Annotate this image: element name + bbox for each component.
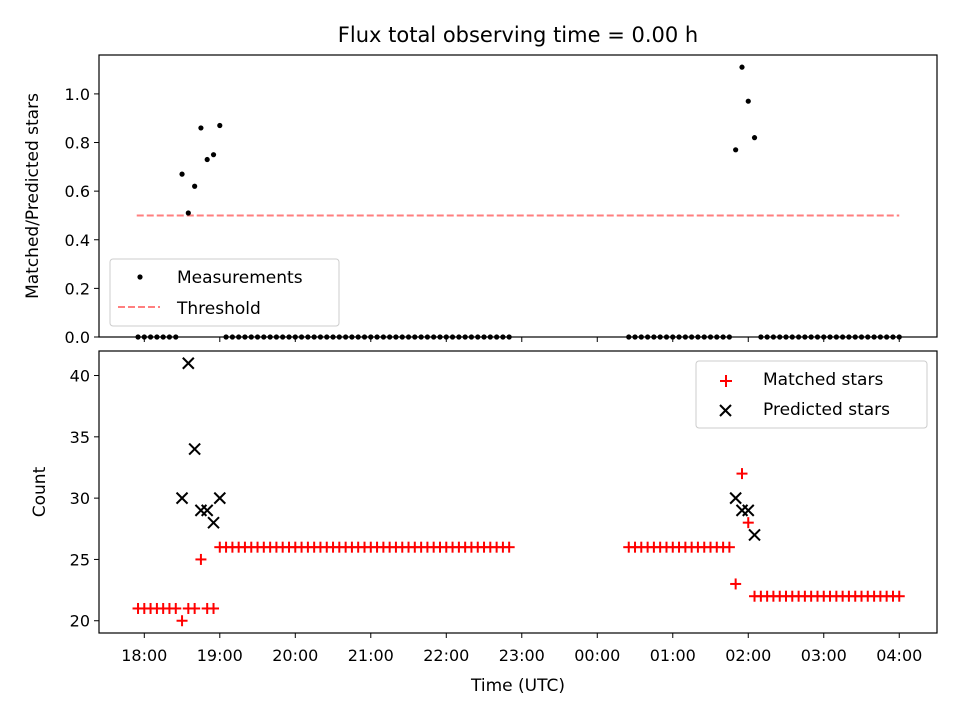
bottom-axis-ticks: 20 25 30 35 40 18:00 19:00 20:00 21:00 22:00 23:00… (70, 367, 923, 665)
top-legend-box (109, 258, 340, 327)
bottom-y-tick-label: 35 (70, 428, 90, 447)
x-tick-label: 22:00 (423, 646, 469, 665)
x-tick-label: 18:00 (121, 646, 167, 665)
bottom-plot-frame (98, 350, 938, 634)
bottom-y-tick-label: 25 (70, 550, 90, 569)
matched-stars-points (132, 468, 905, 627)
matched-star-marker (176, 615, 188, 627)
measurement-point (751, 135, 758, 141)
top-panel: 0.0 0.2 0.4 0.6 0.8 1.0 Matched/Predicted sta… (23, 54, 938, 347)
matched-star-marker (208, 602, 220, 614)
predicted-star-marker (213, 491, 226, 505)
legend-matched-marker (720, 375, 732, 387)
x-tick-label: 03:00 (801, 646, 847, 665)
top-axis-ticks: 0.0 0.2 0.4 0.6 0.8 1.0 (65, 85, 900, 347)
matched-star-marker (723, 541, 735, 553)
x-axis-label: Time (UTC) (470, 676, 565, 696)
predicted-star-stroke-b (207, 516, 220, 529)
measurement-point (739, 64, 745, 70)
top-y-tick-label: 0.4 (65, 231, 90, 250)
bottom-y-tick-label: 20 (70, 612, 90, 631)
predicted-star-marker (200, 504, 214, 517)
predicted-star-marker (182, 357, 195, 370)
predicted-star-marker (742, 504, 755, 517)
bottom-legend-box (695, 360, 928, 429)
top-y-tick-label: 0.6 (65, 182, 90, 201)
chart-title: Flux total observing time = 0.00 h (338, 23, 698, 47)
measurement-point (185, 210, 191, 216)
bottom-legend: Matched stars Predicted stars (695, 360, 928, 429)
matched-star-marker (893, 590, 905, 602)
matched-star-marker (503, 541, 515, 553)
top-y-axis-label: Matched/Predicted stars (23, 93, 43, 299)
predicted-star-stroke-b (729, 491, 742, 505)
measurement-point (192, 183, 198, 189)
predicted-star-stroke-b (182, 357, 195, 370)
measurement-point (204, 156, 210, 163)
top-y-tick-label: 0.0 (65, 328, 90, 347)
legend-predicted-marker (719, 404, 732, 417)
measurement-point (198, 125, 204, 131)
predicted-star-marker (188, 442, 201, 456)
matched-star-marker (195, 553, 207, 565)
measurement-point (733, 147, 739, 153)
x-tick-label: 04:00 (876, 646, 922, 665)
top-y-tick-label: 0.8 (65, 134, 90, 153)
bottom-y-axis-label: Count (30, 466, 50, 517)
top-plot-frame (98, 54, 938, 338)
measurement-point (217, 122, 223, 129)
bottom-y-tick-label: 30 (70, 489, 90, 508)
bottom-y-tick-label: 40 (70, 367, 90, 386)
predicted-star-marker (207, 516, 220, 529)
predicted-star-stroke-b (748, 528, 761, 542)
legend-matched-label: Matched stars (763, 370, 883, 390)
measurement-point (210, 152, 217, 158)
predicted-star-marker (729, 491, 742, 505)
matched-star-marker (170, 602, 182, 614)
x-tick-label: 20:00 (272, 646, 318, 665)
top-legend: Measurements Threshold (109, 258, 340, 327)
matched-star-marker (736, 468, 748, 480)
legend-threshold-label: Threshold (176, 299, 261, 319)
matched-star-marker (730, 578, 742, 590)
predicted-star-marker (748, 528, 761, 542)
measurement-point (179, 171, 185, 177)
bottom-panel: 20 25 30 35 40 18:00 19:00 20:00 21:00 22:00 23:00… (30, 350, 938, 696)
x-tick-label: 19:00 (197, 646, 243, 665)
x-tick-label: 00:00 (574, 646, 620, 665)
legend-predicted-label: Predicted stars (763, 400, 890, 420)
predicted-star-stroke-b (188, 442, 201, 456)
predicted-star-stroke-b (213, 491, 226, 505)
legend-measurements-marker (137, 274, 143, 280)
predicted-stars-points (175, 357, 761, 542)
x-tick-label: 21:00 (348, 646, 394, 665)
x-tick-label: 02:00 (725, 646, 771, 665)
measurement-point (745, 98, 751, 104)
predicted-star-stroke-b (742, 504, 755, 517)
matched-star-marker (189, 602, 201, 614)
top-y-tick-label: 1.0 (65, 85, 90, 104)
top-y-tick-label: 0.2 (65, 279, 90, 298)
legend-measurements-label: Measurements (177, 268, 303, 288)
matched-star-marker (742, 517, 754, 529)
x-tick-label: 23:00 (499, 646, 545, 665)
x-tick-label: 01:00 (650, 646, 696, 665)
predicted-star-stroke-b (200, 504, 214, 517)
predicted-star-marker (175, 491, 189, 505)
predicted-star-stroke-b (175, 491, 189, 505)
